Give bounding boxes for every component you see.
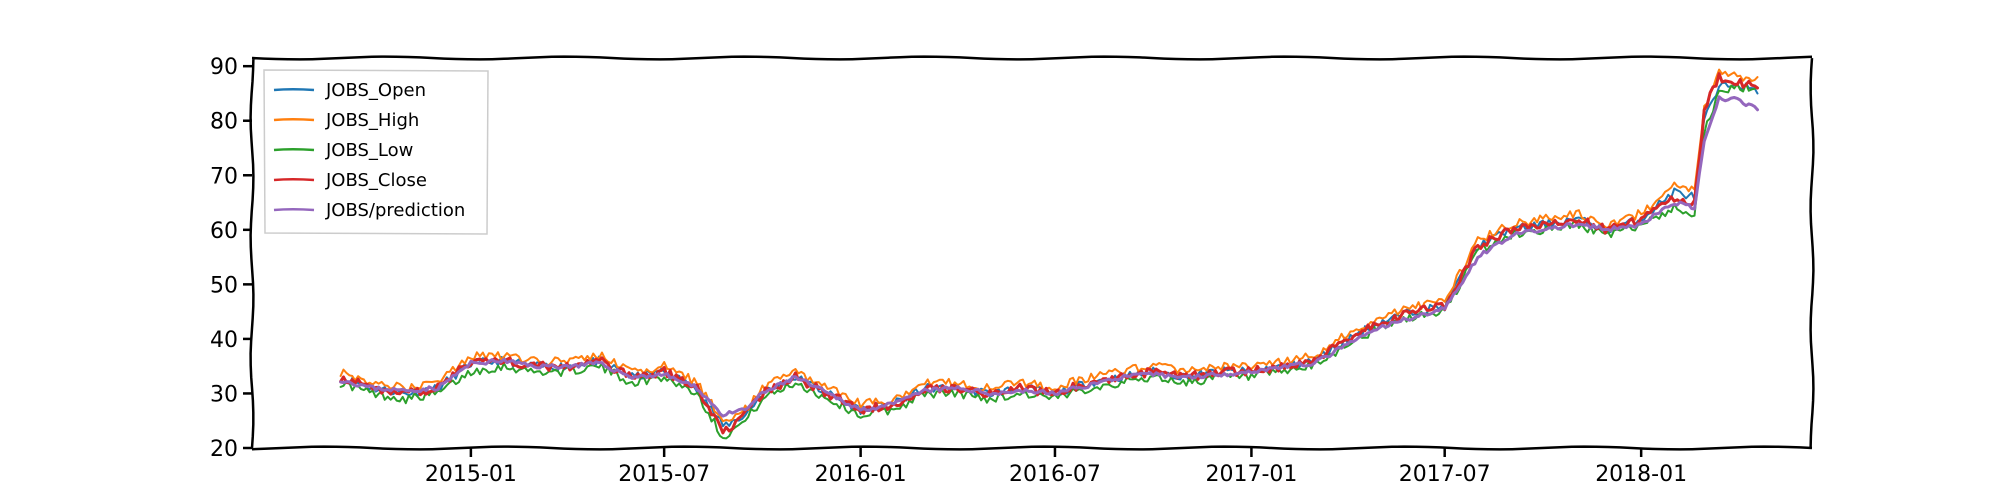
legend-label: JOBS_Low <box>325 140 413 161</box>
legend-swatch <box>273 208 315 212</box>
y-tick-label: 30 <box>210 382 238 407</box>
legend-swatch <box>273 148 315 152</box>
y-tick-label: 50 <box>210 273 238 298</box>
y-tick-label: 20 <box>210 437 238 462</box>
legend-label: JOBS/prediction <box>325 200 465 221</box>
legend-swatch <box>273 118 315 122</box>
plot-area-frame <box>249 55 1815 451</box>
x-tick-label: 2016-07 <box>1009 462 1101 487</box>
x-tick-label: 2016-01 <box>815 462 907 487</box>
series-layer <box>339 68 1759 440</box>
legend-box <box>263 69 489 235</box>
legend-swatch <box>273 178 315 182</box>
legend-swatch <box>273 88 315 92</box>
legend-label: JOBS_Close <box>325 170 427 191</box>
y-axis: 20 30 40 50 60 70 80 90 <box>210 55 252 462</box>
legend-item: JOBS_Open <box>273 80 426 101</box>
y-tick-label: 40 <box>210 328 238 353</box>
series-line-jobs-high <box>339 68 1759 423</box>
legend-item: JOBS/prediction <box>273 200 465 221</box>
legend-label: JOBS_Open <box>325 80 426 101</box>
x-axis: 2015-01 2015-07 2016-01 2016-07 2017-01 2017-… <box>425 448 1687 487</box>
y-tick-label: 90 <box>210 55 238 80</box>
y-tick-label: 60 <box>210 219 238 244</box>
x-tick-label: 2015-01 <box>425 462 517 487</box>
y-tick-label: 70 <box>210 164 238 189</box>
x-tick-label: 2017-07 <box>1399 462 1491 487</box>
legend-item: JOBS_Low <box>273 140 413 161</box>
legend-item: JOBS_High <box>273 110 419 131</box>
y-tick-label: 80 <box>210 110 238 135</box>
x-tick-label: 2015-07 <box>618 462 710 487</box>
legend-item: JOBS_Close <box>273 170 427 191</box>
x-tick-label: 2018-01 <box>1595 462 1687 487</box>
legend-label: JOBS_High <box>325 110 419 131</box>
series-line-jobs-prediction <box>339 95 1759 418</box>
legend-items: JOBS_Open JOBS_High JOBS_Low JOBS_Close JOBS… <box>273 80 465 221</box>
x-tick-label: 2017-01 <box>1205 462 1297 487</box>
legend: JOBS_Open JOBS_High JOBS_Low JOBS_Close JOBS… <box>263 69 489 235</box>
